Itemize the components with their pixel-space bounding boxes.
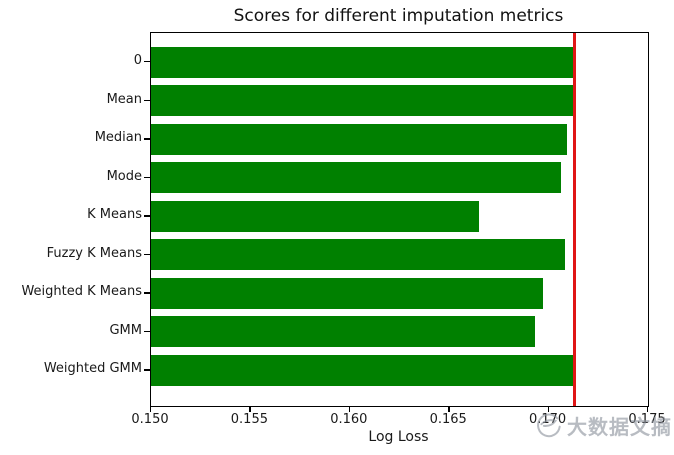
chart-title: Scores for different imputation metrics	[233, 6, 564, 26]
bird-circle-logo-icon	[537, 413, 561, 438]
bar-mean	[151, 85, 575, 117]
xtick-mark	[249, 406, 251, 412]
ytick-label: Median	[94, 130, 142, 146]
xtick-label: 0.150	[131, 412, 169, 427]
bar-fuzzy-k-means	[151, 239, 565, 271]
ytick-label: Weighted GMM	[43, 361, 142, 377]
ytick-mark	[144, 138, 150, 140]
bar-median	[151, 123, 567, 155]
xtick-mark	[150, 406, 152, 412]
bar-weighted-k-means	[151, 277, 543, 309]
x-axis-label: Log Loss	[368, 429, 429, 445]
ytick-label: Mean	[106, 91, 142, 107]
ytick-mark	[144, 99, 150, 101]
xtick-label: 0.175	[628, 412, 666, 427]
bar-gmm	[151, 316, 535, 348]
xtick-mark	[448, 406, 450, 412]
ytick-mark	[144, 61, 150, 63]
ytick-label: Fuzzy K Means	[46, 245, 142, 261]
ytick-mark	[144, 292, 150, 294]
xtick-mark	[348, 406, 351, 412]
ytick-mark	[144, 215, 150, 217]
ytick-label: Mode	[106, 168, 142, 184]
ytick-mark	[144, 176, 150, 179]
bar-mode	[151, 162, 561, 194]
reference-line	[573, 33, 576, 406]
plot-area	[150, 32, 649, 407]
ytick-label: GMM	[109, 322, 142, 338]
xtick-mark	[647, 406, 649, 412]
xtick-label: 0.155	[230, 412, 268, 427]
ytick-mark	[144, 253, 150, 256]
ytick-mark	[144, 369, 150, 371]
watermark: 大数据文摘	[533, 410, 672, 440]
bar-weighted-gmm	[151, 354, 573, 386]
ytick-mark	[144, 330, 150, 333]
bar-0	[151, 46, 573, 78]
xtick-label: 0.160	[330, 412, 368, 427]
xtick-label: 0.165	[429, 412, 467, 427]
ytick-label: 0	[133, 53, 142, 68]
xtick-mark	[547, 406, 549, 412]
ytick-label: Weighted K Means	[21, 284, 142, 300]
bar-k-means	[151, 200, 479, 232]
ytick-label: K Means	[87, 207, 142, 223]
watermark-text: 大数据文摘	[567, 414, 672, 439]
